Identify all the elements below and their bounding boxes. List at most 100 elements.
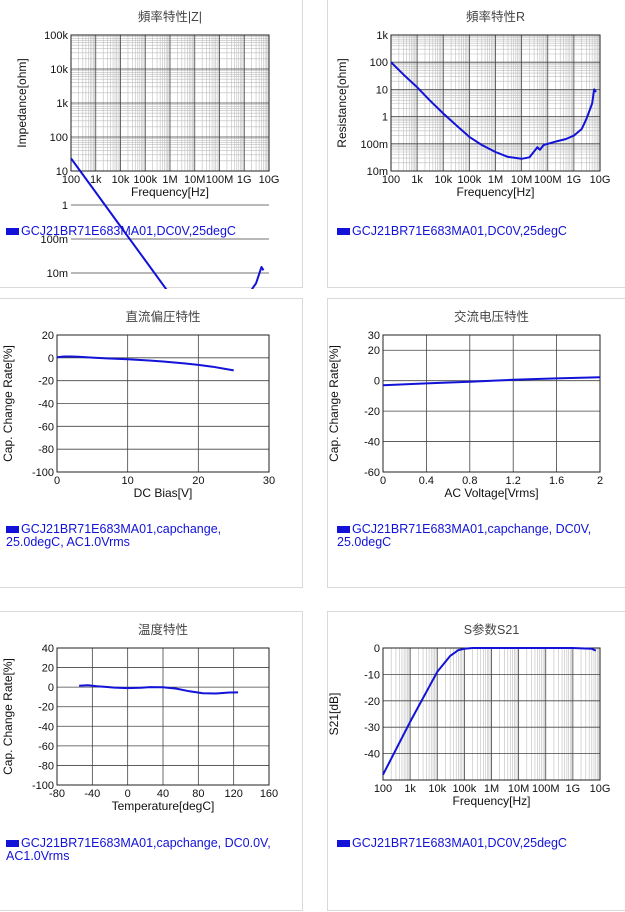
x-tick-label: 1.2 [506,475,521,487]
plot-area [56,334,270,473]
chart-s21: S参数S21 100 1k 10k 100k 1M 10M 100M 1G 10G 0 -10 -20 -… [328,622,611,808]
x-tick-label: 10 [122,475,134,487]
x-tick-label: 0 [125,788,131,800]
x-tick-label: 0 [380,475,386,487]
y-tick-label: -60 [38,741,54,753]
x-tick-label: 10k [428,783,446,795]
x-tick-label: 10G [590,174,611,186]
y-tick-label: 100m [40,234,68,246]
y-tick-label: -40 [38,399,54,411]
x-tick-label: 1k [411,174,423,186]
x-tick-label: 10k [112,174,130,186]
panel-impedance: 頻率特性|Z| 100 1k 10k 100k 1M 10M 100M 1G 10G 10m 100m… [0,0,303,289]
plot-area [382,334,601,473]
x-tick-label: 1k [90,174,102,186]
x-tick-label: 100 [62,174,80,186]
panel-temperature: 温度特性 -80 -40 0 40 80 120 160 40 20 0 -20 -40 -60 -80 -1… [0,611,303,911]
y-tick-label: -20 [38,376,54,388]
chart-temperature: 温度特性-80 -40 0 40 80 120 16040200-20-40-60-80-1… [1,622,278,813]
y-tick-label: 0 [374,643,380,655]
chart-title: 温度特性 [138,622,188,637]
x-tick-label: 1.6 [549,475,564,487]
x-axis-label: DC Bias[V] [134,486,193,500]
x-tick-label: 1M [484,783,499,795]
x-axis-label: AC Voltage[Vrms] [444,486,538,500]
x-tick-label: 100 [374,783,392,795]
y-axis-label: Impedance[ohm] [15,58,29,147]
x-tick-label: 1G [567,174,582,186]
x-tick-label: 30 [263,475,275,487]
y-tick-label: -20 [364,696,380,708]
x-tick-label: 10G [259,174,280,186]
x-tick-label: 1k [404,783,416,795]
x-tick-label: 160 [260,788,278,800]
y-tick-label: 20 [42,330,54,342]
x-tick-label: 100 [382,174,400,186]
y-tick-label: 10m [47,268,68,280]
x-axis-label: Frequency[Hz] [131,185,209,199]
y-tick-label: -100 [32,467,54,479]
y-tick-label: 100 [370,57,388,69]
y-tick-label: 1k [56,98,68,110]
y-tick-label: 20 [42,663,54,675]
y-tick-label: 10k [50,64,68,76]
y-tick-label: -80 [38,444,54,456]
y-tick-label: 40 [42,643,54,655]
x-tick-label: 10M [511,174,532,186]
x-tick-label: 10G [590,783,611,795]
legend-dcbias: GCJ21BR71E683MA01,capchange, 25.0degC, A… [6,523,256,549]
chart-title: 交流电压特性 [454,309,529,324]
series-line [56,355,234,372]
y-tick-label: 100k [44,30,68,42]
legend-label: GCJ21BR71E683MA01,DC0V,25degC [21,224,236,238]
chart-title: S参数S21 [464,622,520,637]
y-tick-label: 0 [48,353,54,365]
x-tick-label: 100M [534,174,562,186]
x-tick-label: 0.8 [462,475,477,487]
y-tick-label: -30 [364,722,380,734]
panel-acvoltage: 交流电压特性 0 0.4 0.8 1.2 1.6 2 30 20 0 -20 -40 -60 AC Vol… [327,298,625,588]
legend-resistance: GCJ21BR71E683MA01,DC0V,25degC [337,225,625,238]
chart-resistance: 頻率特性R 100 1k 10k 100k 1M 10M 100M 1G 10G 10m 100m 1 1… [335,9,611,199]
y-tick-label: 100m [360,139,388,151]
x-tick-label: -40 [84,788,100,800]
y-tick-label: 10 [56,166,68,178]
legend-impedance: GCJ21BR71E683MA01,DC0V,25degC [6,225,296,238]
x-tick-label: 2 [597,475,603,487]
x-axis-label: Frequency[Hz] [452,794,530,808]
legend-swatch [337,228,350,235]
y-tick-label: -40 [364,749,380,761]
y-tick-label: 10m [367,166,388,178]
y-tick-label: 1k [376,30,388,42]
legend-temperature: GCJ21BR71E683MA01,capchange, DC0.0V, AC1… [6,837,296,863]
series-line [79,684,239,695]
y-axis-label: Cap. Change Rate[%] [1,658,15,775]
x-tick-label: 1G [237,174,252,186]
x-tick-label: 0.4 [419,475,434,487]
x-tick-label: 1M [162,174,177,186]
y-tick-label: -40 [38,721,54,733]
chart-acvoltage: 交流电压特性 0 0.4 0.8 1.2 1.6 2 30 20 0 -20 -40 -60 AC Vol… [328,309,603,500]
chart-title: 頻率特性|Z| [138,9,202,24]
x-tick-label: 100M [206,174,234,186]
legend-swatch [337,526,350,533]
x-tick-label: 40 [157,788,169,800]
x-tick-label: 100k [452,783,476,795]
y-tick-label: 0 [48,682,54,694]
y-axis-label: Cap. Change Rate[%] [328,345,341,462]
y-tick-label: 30 [368,330,380,342]
y-tick-label: 10 [376,84,388,96]
chart-title: 直流偏圧特性 [125,309,200,324]
legend-label: GCJ21BR71E683MA01,DC0V,25degC [352,224,567,238]
legend-label: GCJ21BR71E683MA01,DC0V,25degC [352,836,567,850]
legend-swatch [6,840,19,847]
y-axis-label: S21[dB] [328,693,341,736]
legend-s21: GCJ21BR71E683MA01,DC0V,25degC [337,837,625,850]
plot-area [56,647,270,786]
x-tick-label: 10k [434,174,452,186]
x-tick-label: 10M [508,783,529,795]
x-axis-label: Frequency[Hz] [456,185,534,199]
y-axis-label: Cap. Change Rate[%] [1,345,15,462]
y-tick-label: 1 [382,112,388,124]
y-tick-label: -20 [364,406,380,418]
